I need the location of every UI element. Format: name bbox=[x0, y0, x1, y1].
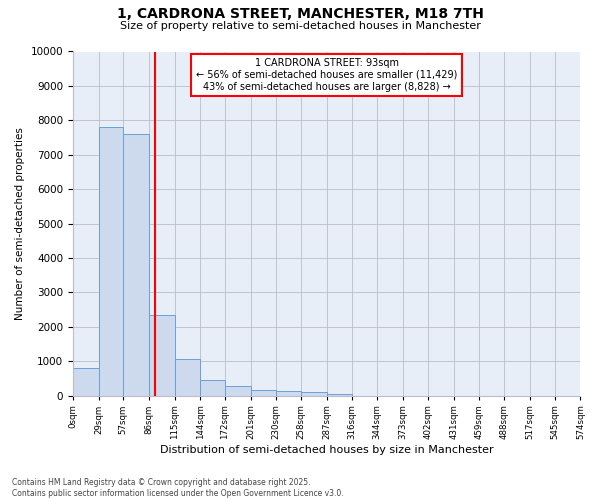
Bar bbox=[175, 360, 200, 396]
Text: Contains HM Land Registry data © Crown copyright and database right 2025.
Contai: Contains HM Land Registry data © Crown c… bbox=[12, 478, 344, 498]
Y-axis label: Number of semi-detached properties: Number of semi-detached properties bbox=[15, 127, 25, 320]
Bar bbox=[327, 394, 352, 396]
Text: 1, CARDRONA STREET, MANCHESTER, M18 7TH: 1, CARDRONA STREET, MANCHESTER, M18 7TH bbox=[116, 8, 484, 22]
X-axis label: Distribution of semi-detached houses by size in Manchester: Distribution of semi-detached houses by … bbox=[160, 445, 494, 455]
Bar bbox=[98, 127, 124, 396]
Bar bbox=[73, 368, 98, 396]
Text: Size of property relative to semi-detached houses in Manchester: Size of property relative to semi-detach… bbox=[119, 21, 481, 31]
Bar bbox=[124, 134, 149, 396]
Bar bbox=[276, 392, 301, 396]
Bar bbox=[301, 392, 327, 396]
Text: 1 CARDRONA STREET: 93sqm
← 56% of semi-detached houses are smaller (11,429)
43% : 1 CARDRONA STREET: 93sqm ← 56% of semi-d… bbox=[196, 58, 457, 92]
Bar bbox=[251, 390, 276, 396]
Bar bbox=[200, 380, 225, 396]
Bar bbox=[149, 314, 175, 396]
Bar bbox=[225, 386, 251, 396]
